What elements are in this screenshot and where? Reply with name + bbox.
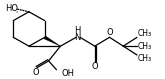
Text: H: H (74, 26, 80, 35)
Text: O: O (106, 28, 113, 37)
Text: CH₃: CH₃ (138, 29, 152, 38)
Text: CH₃: CH₃ (138, 54, 152, 63)
Text: N: N (74, 33, 80, 42)
Text: O: O (33, 68, 39, 77)
Polygon shape (44, 36, 60, 46)
Text: HO: HO (5, 4, 18, 13)
Text: O: O (92, 62, 99, 71)
Text: CH₃: CH₃ (138, 42, 152, 51)
Text: OH: OH (61, 69, 74, 78)
Text: ,: , (16, 7, 18, 13)
